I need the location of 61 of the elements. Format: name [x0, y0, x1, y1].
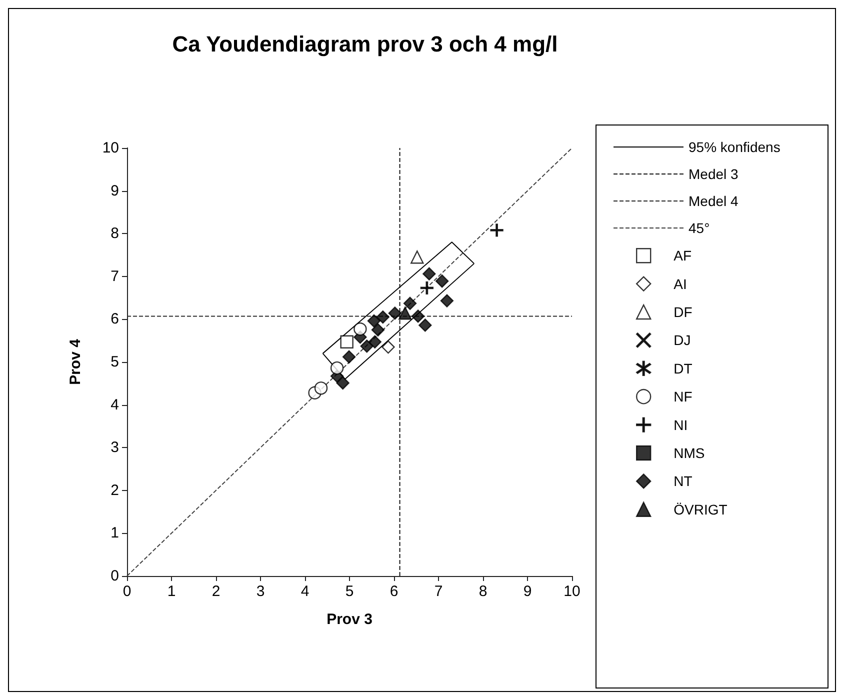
point	[398, 306, 412, 320]
y-tick-label: 4	[110, 396, 119, 414]
x-tick-label: 2	[212, 583, 220, 600]
point	[410, 250, 424, 264]
point	[376, 310, 390, 324]
y-tick-label: 5	[110, 354, 119, 370]
point	[367, 314, 381, 328]
x-tick-label: 8	[478, 583, 488, 600]
y-tick-label: 9	[110, 182, 119, 200]
x-tick-label: 3	[256, 583, 265, 600]
legend-label: AF	[674, 248, 692, 264]
legend-label: NF	[674, 388, 692, 405]
point	[435, 274, 449, 288]
y-tick-label: 8	[110, 225, 119, 242]
y-tick-label: 2	[110, 482, 119, 499]
chart-title: Ca Youdendiagram prov 3 och 4 mg/l	[172, 32, 558, 56]
y-tick-label: 0	[110, 568, 119, 584]
legend-label: DJ	[674, 332, 691, 348]
point	[371, 323, 385, 336]
point	[360, 340, 374, 353]
legend-label: ÖVRIGT	[674, 501, 728, 518]
legend-label: Medel 4	[688, 193, 739, 209]
y-tick-label: 7	[110, 268, 119, 285]
x-tick-label: 0	[122, 583, 132, 600]
point	[388, 306, 402, 320]
point	[314, 382, 328, 395]
legend-label: NI	[674, 416, 688, 433]
x-tick-label: 6	[390, 583, 398, 600]
y-tick-label: 10	[102, 140, 119, 156]
point	[330, 361, 344, 375]
y-tick-label: 6	[110, 310, 119, 328]
y-tick-label: 1	[110, 524, 119, 542]
point	[382, 340, 395, 354]
y-tick-label: 3	[110, 439, 119, 456]
point	[336, 376, 350, 390]
point	[340, 335, 354, 348]
legend-label: DF	[674, 304, 692, 320]
legend-label: NT	[674, 473, 693, 490]
x-tick-label: 9	[523, 583, 532, 600]
x-tick-label: 1	[167, 583, 176, 600]
point	[490, 224, 504, 237]
point	[354, 322, 367, 336]
point	[411, 310, 425, 323]
point	[368, 335, 382, 348]
legend-label: AI	[674, 276, 687, 292]
legend-label: 45°	[688, 220, 710, 236]
legend-label: NMS	[674, 445, 705, 461]
x-tick-label: 5	[345, 583, 354, 600]
point	[403, 296, 417, 310]
legend-label: 95% konfidens	[688, 139, 780, 155]
legend-label: Medel 3	[688, 166, 739, 182]
point	[422, 267, 436, 280]
legend-label: DT	[674, 360, 693, 376]
point	[342, 350, 356, 364]
x-tick-label: 7	[434, 583, 443, 600]
x-tick-label: 4	[300, 583, 310, 600]
point	[440, 294, 454, 308]
point	[418, 318, 432, 332]
x-tick-label: 10	[564, 583, 580, 600]
y-axis-title: Prov 4	[67, 338, 84, 385]
x-axis-title: Prov 3	[326, 611, 372, 628]
